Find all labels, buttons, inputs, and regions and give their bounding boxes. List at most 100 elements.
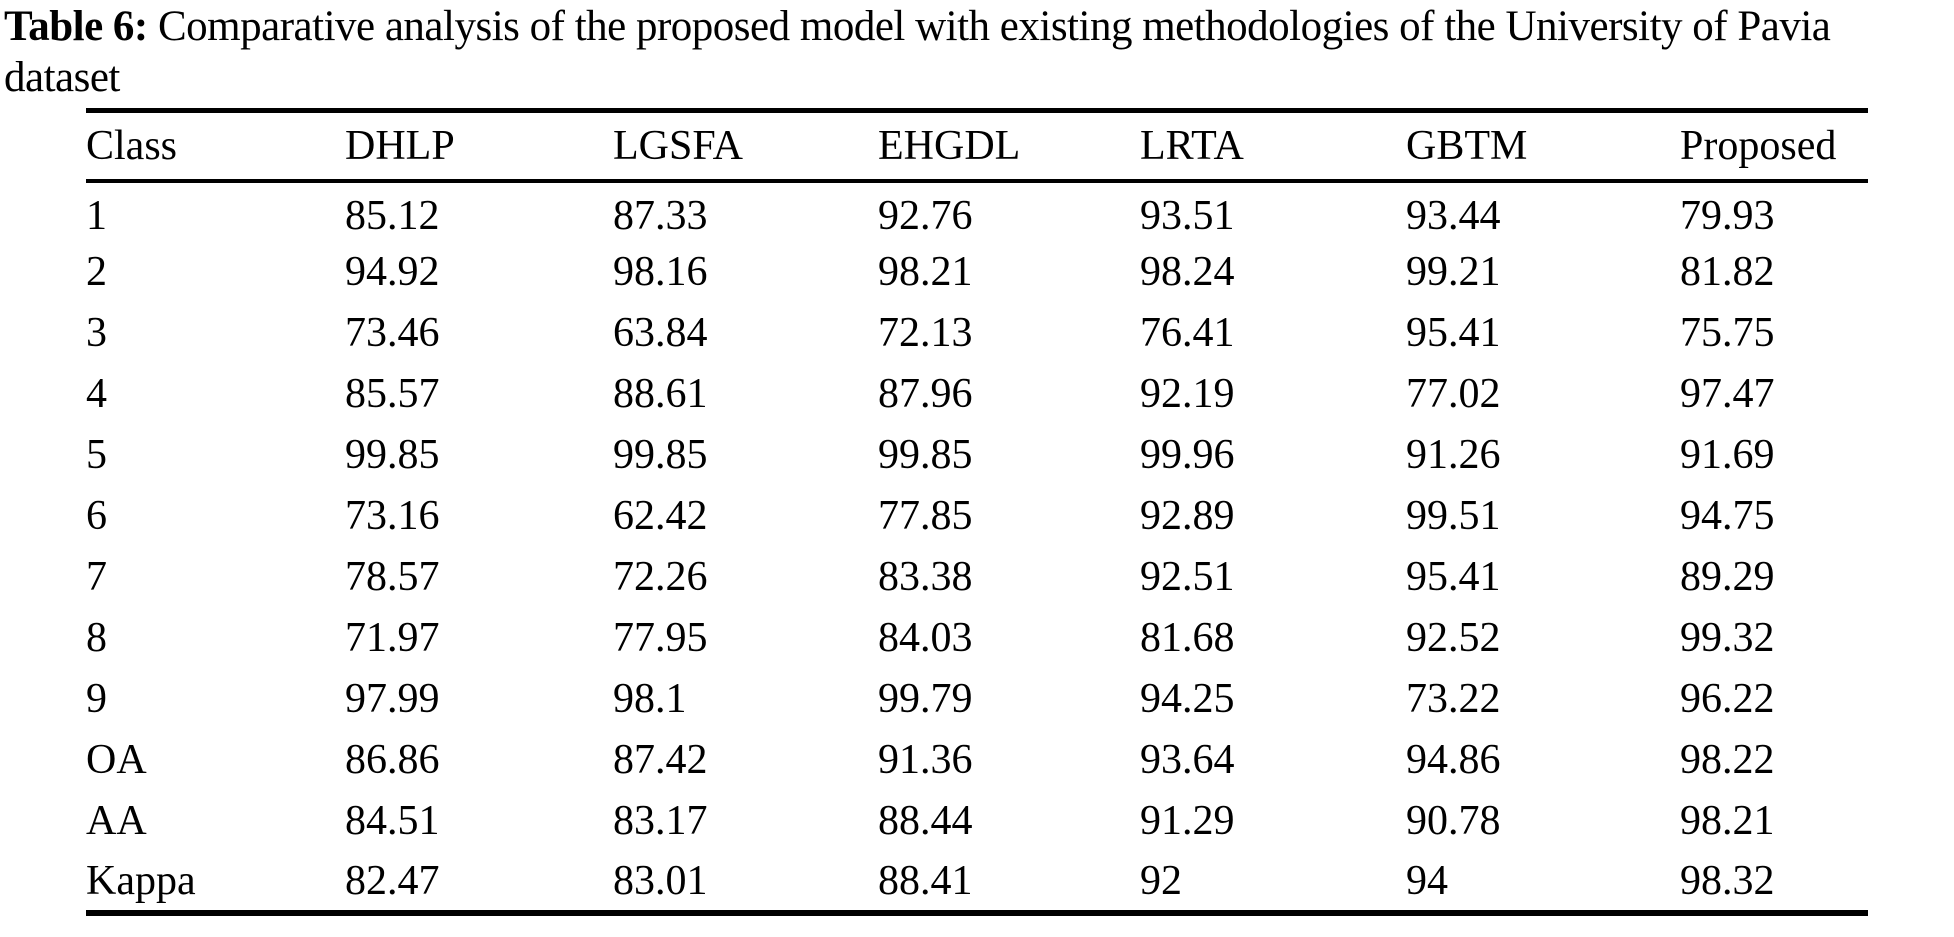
- value-cell: 92.76: [878, 193, 973, 239]
- value-cell: 72.13: [878, 310, 973, 356]
- table-row: 4 85.57 88.61 87.96 92.19 77.02 97.47: [86, 364, 1868, 425]
- column-header-ehgdl: EHGDL: [878, 110, 1140, 183]
- table-row: 5 99.85 99.85 99.85 99.96 91.26 91.69: [86, 425, 1868, 486]
- value-cell: 98.24: [1140, 249, 1235, 295]
- value-cell: 85.57: [345, 371, 440, 417]
- value-cell: 93.64: [1140, 737, 1235, 783]
- value-cell: 98.16: [613, 249, 708, 295]
- row-label-cell: 3: [86, 310, 107, 356]
- row-label-cell: OA: [86, 737, 147, 783]
- table-row: OA 86.86 87.42 91.36 93.64 94.86 98.22: [86, 730, 1868, 791]
- value-cell: 94.86: [1406, 737, 1501, 783]
- table-body: 1 85.12 87.33 92.76 93.51 93.44 79.93 2 94.92 98.…: [86, 181, 1868, 913]
- value-cell: 88.44: [878, 798, 973, 844]
- row-label-cell: 4: [86, 371, 107, 417]
- value-cell: 91.26: [1406, 432, 1501, 478]
- row-label-cell: AA: [86, 798, 147, 844]
- value-cell: 87.96: [878, 371, 973, 417]
- value-cell: 83.17: [613, 798, 708, 844]
- table-header-row: Class DHLP LGSFA EHGDL LRTA GBTM Proposed: [86, 110, 1868, 183]
- column-header-class: Class: [86, 110, 345, 183]
- value-cell: 99.85: [878, 432, 973, 478]
- column-header-proposed: Proposed: [1680, 110, 1868, 183]
- value-cell: 72.26: [613, 554, 708, 600]
- value-cell: 98.22: [1680, 737, 1775, 783]
- row-label-cell: 1: [86, 193, 107, 239]
- value-cell: 95.41: [1406, 554, 1501, 600]
- table-row: 7 78.57 72.26 83.38 92.51 95.41 89.29: [86, 547, 1868, 608]
- value-cell: 63.84: [613, 310, 708, 356]
- value-cell: 91.36: [878, 737, 973, 783]
- value-cell: 91.69: [1680, 432, 1775, 478]
- value-cell: 76.41: [1140, 310, 1235, 356]
- table-row: 8 71.97 77.95 84.03 81.68 92.52 99.32: [86, 608, 1868, 669]
- value-cell: 94.25: [1140, 676, 1235, 722]
- value-cell: 98.21: [878, 249, 973, 295]
- table-row: 1 85.12 87.33 92.76 93.51 93.44 79.93: [86, 181, 1868, 242]
- value-cell: 83.01: [613, 857, 708, 904]
- value-cell: 77.02: [1406, 371, 1501, 417]
- value-cell: 88.61: [613, 371, 708, 417]
- value-cell: 81.82: [1680, 249, 1775, 295]
- value-cell: 75.75: [1680, 310, 1775, 356]
- value-cell: 99.85: [345, 432, 440, 478]
- value-cell: 99.85: [613, 432, 708, 478]
- value-cell: 73.22: [1406, 676, 1501, 722]
- value-cell: 94.75: [1680, 493, 1775, 539]
- value-cell: 99.96: [1140, 432, 1235, 478]
- value-cell: 92.89: [1140, 493, 1235, 539]
- row-label-cell: 2: [86, 249, 107, 295]
- row-label-cell: 6: [86, 493, 107, 539]
- table-row: 3 73.46 63.84 72.13 76.41 95.41 75.75: [86, 303, 1868, 364]
- value-cell: 93.51: [1140, 193, 1235, 239]
- value-cell: 81.68: [1140, 615, 1235, 661]
- value-cell: 94.92: [345, 249, 440, 295]
- value-cell: 77.95: [613, 615, 708, 661]
- value-cell: 77.85: [878, 493, 973, 539]
- value-cell: 96.22: [1680, 676, 1775, 722]
- value-cell: 87.33: [613, 193, 708, 239]
- table-row: 6 73.16 62.42 77.85 92.89 99.51 94.75: [86, 486, 1868, 547]
- value-cell: 73.46: [345, 310, 440, 356]
- value-cell: 92.52: [1406, 615, 1501, 661]
- column-header-gbtm: GBTM: [1406, 110, 1680, 183]
- value-cell: 90.78: [1406, 798, 1501, 844]
- row-label-cell: Kappa: [86, 857, 196, 904]
- table-row: AA 84.51 83.17 88.44 91.29 90.78 98.21: [86, 791, 1868, 852]
- table-caption: Table 6: Comparative analysis of the pro…: [4, 2, 1952, 103]
- row-label-cell: 9: [86, 676, 107, 722]
- results-table: Class DHLP LGSFA EHGDL LRTA GBTM Proposed 1 85.…: [86, 108, 1868, 916]
- value-cell: 94: [1406, 857, 1448, 904]
- value-cell: 93.44: [1406, 193, 1501, 239]
- row-label-cell: 7: [86, 554, 107, 600]
- value-cell: 99.21: [1406, 249, 1501, 295]
- value-cell: 99.79: [878, 676, 973, 722]
- value-cell: 84.51: [345, 798, 440, 844]
- row-label-cell: 8: [86, 615, 107, 661]
- value-cell: 73.16: [345, 493, 440, 539]
- value-cell: 92.19: [1140, 371, 1235, 417]
- value-cell: 85.12: [345, 193, 440, 239]
- table-caption-text: Comparative analysis of the proposed mod…: [4, 3, 1831, 101]
- value-cell: 88.41: [878, 857, 973, 904]
- table-row: 2 94.92 98.16 98.21 98.24 99.21 81.82: [86, 242, 1868, 303]
- value-cell: 79.93: [1680, 193, 1775, 239]
- value-cell: 92.51: [1140, 554, 1235, 600]
- value-cell: 95.41: [1406, 310, 1501, 356]
- table-caption-label: Table 6:: [4, 3, 148, 50]
- value-cell: 97.47: [1680, 371, 1775, 417]
- value-cell: 99.32: [1680, 615, 1775, 661]
- value-cell: 87.42: [613, 737, 708, 783]
- column-header-lrta: LRTA: [1140, 110, 1406, 183]
- value-cell: 91.29: [1140, 798, 1235, 844]
- table-row: 9 97.99 98.1 99.79 94.25 73.22 96.22: [86, 669, 1868, 730]
- column-header-dhlp: DHLP: [345, 110, 613, 183]
- row-label-cell: 5: [86, 432, 107, 478]
- column-header-lgsfa: LGSFA: [613, 110, 878, 183]
- value-cell: 98.1: [613, 676, 687, 722]
- value-cell: 83.38: [878, 554, 973, 600]
- value-cell: 98.32: [1680, 857, 1775, 904]
- value-cell: 99.51: [1406, 493, 1501, 539]
- value-cell: 84.03: [878, 615, 973, 661]
- value-cell: 62.42: [613, 493, 708, 539]
